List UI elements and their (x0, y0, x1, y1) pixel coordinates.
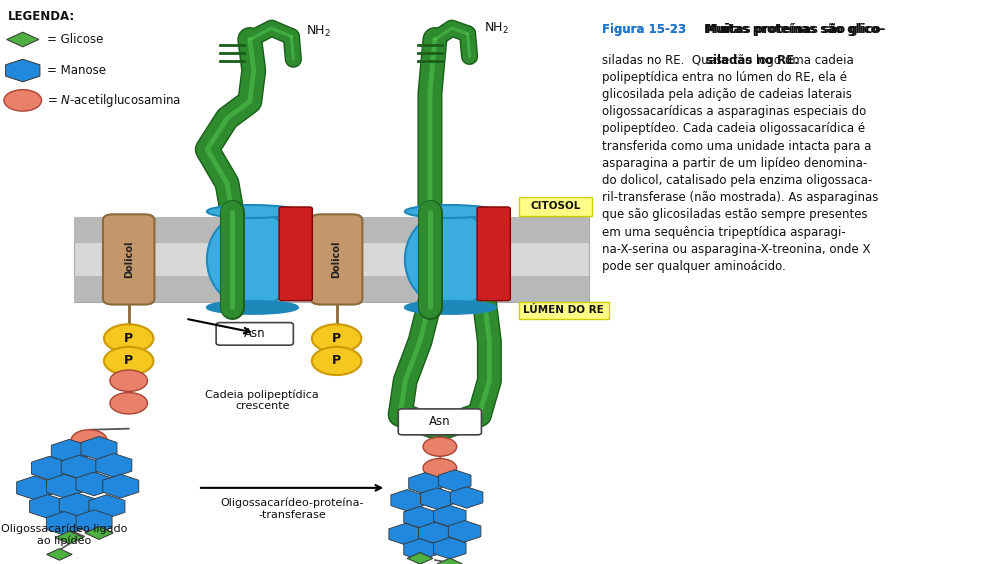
FancyBboxPatch shape (519, 302, 609, 319)
Polygon shape (421, 488, 453, 509)
Text: CITOSOL: CITOSOL (531, 201, 580, 212)
Text: Cadeia polipeptídica
crescente: Cadeia polipeptídica crescente (206, 389, 319, 411)
Polygon shape (76, 510, 112, 534)
Polygon shape (51, 439, 87, 463)
Ellipse shape (207, 301, 298, 314)
Ellipse shape (405, 212, 496, 307)
Polygon shape (32, 456, 67, 480)
Polygon shape (404, 539, 437, 560)
Text: Oligossacarídeo ligado
ao lipídeo: Oligossacarídeo ligado ao lipídeo (1, 523, 128, 546)
Polygon shape (391, 490, 424, 511)
FancyBboxPatch shape (279, 207, 313, 301)
Text: Dolicol: Dolicol (332, 241, 342, 278)
Text: Dolicol: Dolicol (124, 241, 134, 278)
Polygon shape (437, 558, 462, 564)
Polygon shape (389, 523, 422, 545)
FancyBboxPatch shape (519, 197, 592, 216)
FancyBboxPatch shape (477, 207, 511, 301)
Text: P: P (124, 332, 134, 345)
Circle shape (104, 324, 153, 352)
Text: Figura 15-23: Figura 15-23 (602, 23, 686, 36)
Polygon shape (61, 455, 97, 479)
FancyBboxPatch shape (74, 217, 589, 302)
Ellipse shape (207, 212, 298, 307)
Text: Asn: Asn (429, 415, 450, 429)
Polygon shape (404, 506, 437, 528)
Polygon shape (47, 474, 82, 498)
Text: P: P (124, 354, 134, 368)
Text: Asn: Asn (244, 327, 265, 341)
Polygon shape (434, 537, 466, 559)
FancyBboxPatch shape (311, 214, 362, 305)
Polygon shape (450, 487, 483, 508)
Text: Muitas proteínas são glico-: Muitas proteínas são glico- (706, 23, 885, 36)
Polygon shape (47, 512, 82, 535)
Polygon shape (59, 493, 95, 517)
Ellipse shape (207, 205, 298, 218)
Polygon shape (89, 495, 125, 518)
Text: NH$_2$: NH$_2$ (306, 24, 332, 38)
Text: NH$_2$: NH$_2$ (484, 21, 510, 36)
Text: Figura 15-23: Figura 15-23 (602, 23, 686, 36)
FancyBboxPatch shape (216, 323, 293, 345)
Circle shape (71, 430, 107, 450)
Circle shape (110, 370, 148, 391)
Polygon shape (439, 470, 471, 491)
Text: LEGENDA:: LEGENDA: (8, 10, 75, 23)
Circle shape (110, 393, 148, 414)
Text: siladas no RE.: siladas no RE. (706, 54, 799, 67)
Ellipse shape (405, 205, 496, 218)
Polygon shape (30, 495, 65, 518)
Circle shape (312, 347, 361, 375)
FancyBboxPatch shape (398, 409, 481, 435)
FancyBboxPatch shape (74, 276, 589, 302)
Polygon shape (96, 453, 132, 477)
Polygon shape (103, 474, 139, 498)
Text: = Manose: = Manose (47, 64, 106, 77)
FancyBboxPatch shape (74, 217, 589, 243)
Polygon shape (448, 521, 481, 542)
Circle shape (104, 347, 153, 375)
Circle shape (312, 324, 361, 352)
Polygon shape (409, 473, 442, 494)
Polygon shape (47, 549, 72, 560)
Text: = $N$-acetilglucosamina: = $N$-acetilglucosamina (47, 92, 181, 109)
Polygon shape (76, 472, 112, 496)
Text: Muitas proteínas são glico-: Muitas proteínas são glico- (704, 23, 883, 36)
Polygon shape (407, 553, 433, 564)
Polygon shape (419, 522, 451, 544)
Polygon shape (17, 476, 52, 500)
Text: = Glicose: = Glicose (47, 33, 103, 46)
Circle shape (423, 459, 456, 478)
Ellipse shape (405, 301, 496, 314)
Polygon shape (81, 437, 117, 460)
Circle shape (4, 90, 42, 111)
FancyBboxPatch shape (103, 214, 154, 305)
Polygon shape (6, 59, 40, 82)
Polygon shape (434, 505, 466, 527)
Text: LÚMEN DO RE: LÚMEN DO RE (523, 305, 604, 315)
Polygon shape (85, 527, 113, 539)
Polygon shape (7, 32, 39, 47)
Text: P: P (332, 332, 342, 345)
Text: Oligossacarídeo-proteína-
-transferase: Oligossacarídeo-proteína- -transferase (221, 497, 363, 519)
Polygon shape (55, 531, 83, 544)
Circle shape (423, 437, 456, 456)
Text: P: P (332, 354, 342, 368)
Text: siladas no RE.  Quase tão logo uma cadeia
polipeptídica entra no lúmen do RE, el: siladas no RE. Quase tão logo uma cadeia… (602, 54, 878, 273)
